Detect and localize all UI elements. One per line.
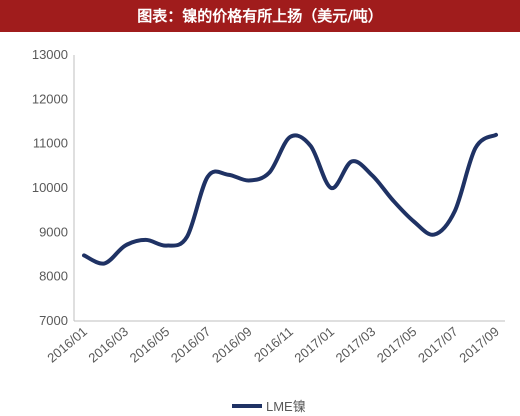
nickel-price-chart: 7000 8000 9000 10000 11000 12000 13000 2016/01… [32,47,505,414]
x-tick-label: 2016/01 [44,324,90,366]
legend-label: LME镍 [266,399,306,414]
y-tick-label: 11000 [33,136,68,151]
x-tick-label: 2017/05 [374,324,420,366]
chart-title: 图表：镍的价格有所上扬（美元/吨） [0,0,520,32]
x-tick-label: 2017/09 [456,324,502,366]
y-tick-label: 9000 [39,224,68,239]
legend: LME镍 [232,399,306,414]
x-tick-label: 2017/03 [333,324,379,366]
series-group [82,132,498,266]
x-tick-label: 2016/07 [168,324,214,366]
y-tick-labels: 7000 8000 9000 10000 11000 12000 13000 [32,47,68,328]
y-tick-label: 7000 [39,313,68,328]
y-tick-label: 10000 [32,180,68,195]
x-tick-label: 2016/03 [85,324,131,366]
x-tick-label: 2017/07 [415,324,461,366]
series-line-lme-nickel [82,132,498,266]
y-tick-label: 8000 [39,269,68,284]
y-tick-label: 13000 [32,47,68,62]
x-tick-label: 2016/05 [127,324,173,366]
y-tick-label: 12000 [32,91,68,106]
x-tick-labels: 2016/012016/032016/052016/072016/092016/… [44,324,502,366]
x-tick-label: 2017/01 [291,324,337,366]
x-tick-label: 2016/09 [209,324,255,366]
x-tick-label: 2016/11 [251,324,296,365]
